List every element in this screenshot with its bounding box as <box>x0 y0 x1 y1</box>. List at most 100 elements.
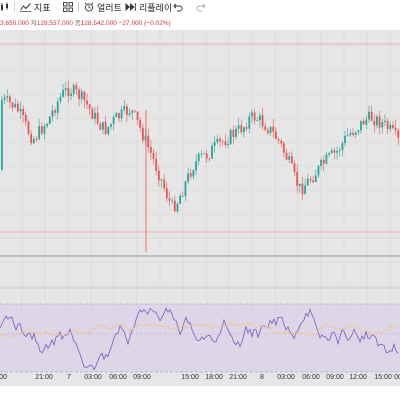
redo-button[interactable] <box>196 0 206 14</box>
candle-body <box>261 115 264 127</box>
candle-body <box>362 120 365 125</box>
replay-button[interactable]: 리플레이 <box>125 0 172 14</box>
candle-body <box>197 153 200 162</box>
candle-body <box>346 135 349 136</box>
alarm-clock-icon <box>84 2 94 12</box>
chart-area[interactable] <box>0 30 400 386</box>
toolbar-divider <box>166 2 167 12</box>
candle-body <box>3 97 6 101</box>
candle-body <box>277 138 280 141</box>
candle-body <box>155 158 158 171</box>
candle-body <box>163 179 166 189</box>
candle-body <box>120 109 123 119</box>
candle-body <box>134 110 136 112</box>
candle-body <box>306 178 309 186</box>
candle-body <box>192 170 195 177</box>
time-axis-tick: 06:00 <box>302 374 320 381</box>
indicators-icon <box>20 3 31 12</box>
candle-body <box>352 133 354 135</box>
candle-body <box>370 111 373 121</box>
candle-body <box>285 152 288 160</box>
candle-body <box>368 111 370 120</box>
candle-body <box>115 113 118 117</box>
candle-body <box>381 121 384 128</box>
candle-body <box>298 183 301 186</box>
candle-body <box>309 178 312 181</box>
candle-body <box>317 165 320 176</box>
candle-body <box>38 126 41 140</box>
time-axis-tick: 15:00 <box>181 374 199 381</box>
candle-body <box>40 126 43 134</box>
ohlc-legend: 3,650,000 저128,537,000 종128,542,000 −27,… <box>0 17 171 29</box>
candle-body <box>330 150 333 154</box>
undo-button[interactable] <box>173 0 183 14</box>
candle-body <box>184 181 187 197</box>
candle-body <box>131 110 134 114</box>
candle-body <box>139 120 142 128</box>
grid <box>0 30 400 372</box>
candle-body <box>176 203 179 212</box>
grid-layout-icon <box>63 2 73 12</box>
candle-body <box>86 100 88 105</box>
candle-body <box>320 159 322 166</box>
candle-body <box>136 111 139 121</box>
candle-body <box>141 127 144 141</box>
candle-body <box>165 188 168 199</box>
legend-close-label: 저 <box>30 20 37 27</box>
candle-body <box>22 108 25 115</box>
rsi-ma-line <box>0 322 399 338</box>
replay-icon <box>125 3 136 11</box>
candle-body <box>229 129 232 144</box>
time-axis-tick: 21:00 <box>229 374 247 381</box>
candle-body <box>325 154 328 164</box>
candle-body <box>168 198 171 201</box>
candle-body <box>384 120 386 122</box>
candle-body <box>338 149 341 151</box>
time-axis-tick: 18:00 <box>205 374 223 381</box>
time-axis-tick: 03:00 <box>84 374 102 381</box>
chart-canvas[interactable] <box>0 30 400 386</box>
chart-type-button[interactable] <box>0 0 10 14</box>
candle-body <box>344 135 346 144</box>
indicators-button[interactable]: 지표 <box>20 0 51 14</box>
candle-body <box>211 145 213 159</box>
candle-body <box>30 133 33 144</box>
candle-body <box>62 89 64 97</box>
candle-body <box>378 116 381 128</box>
candle-series <box>1 80 400 252</box>
candle-body <box>205 153 208 159</box>
candle-body <box>373 120 376 126</box>
candle-body <box>126 106 128 115</box>
layouts-button[interactable] <box>63 0 73 14</box>
candle-body <box>19 108 22 112</box>
candle-body <box>173 200 176 212</box>
candle-body <box>264 126 267 131</box>
candle-body <box>75 85 78 90</box>
rsi-band <box>0 304 400 372</box>
time-axis-tick: 8 <box>260 374 264 381</box>
candle-body <box>189 173 192 177</box>
candle-body <box>46 123 49 127</box>
candles-icon <box>1 2 8 11</box>
candle-body <box>78 89 80 99</box>
time-axis-tick: 12:00 <box>349 374 367 381</box>
toolbar-divider <box>14 2 15 12</box>
candle-body <box>64 88 67 90</box>
alert-button[interactable]: 얼러트 <box>84 0 122 14</box>
candle-body <box>99 123 102 130</box>
time-axis-tick: 06:00 <box>109 374 127 381</box>
candle-body <box>282 143 285 153</box>
candle-body <box>349 133 352 136</box>
candle-body <box>312 180 315 183</box>
candle-body <box>35 138 38 140</box>
candle-body <box>160 179 163 181</box>
candle-body <box>171 200 174 202</box>
candle-body <box>392 124 394 128</box>
replay-label: 리플레이 <box>139 2 173 13</box>
candle-body <box>256 120 259 121</box>
candle-body <box>70 93 72 96</box>
candle-body <box>128 113 131 115</box>
candle-body <box>27 121 30 134</box>
candle-body <box>14 103 17 108</box>
candle-body <box>269 126 272 133</box>
